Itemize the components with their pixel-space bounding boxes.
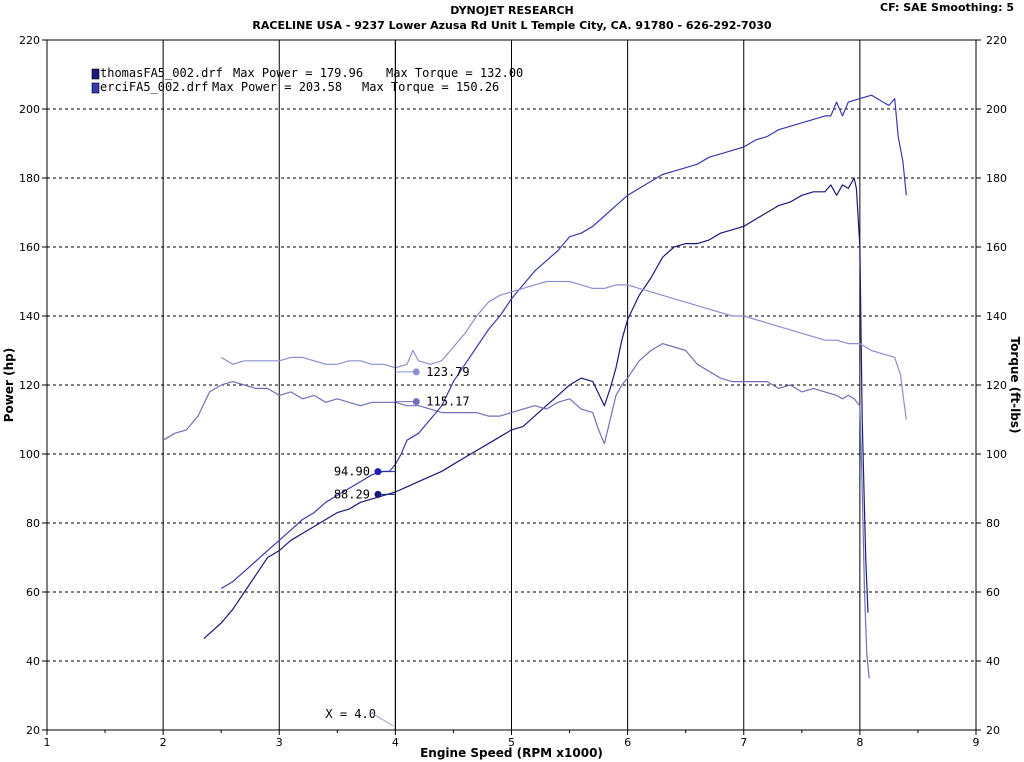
y2-tick-label: 80 bbox=[986, 517, 1000, 530]
y-tick-label: 100 bbox=[19, 448, 40, 461]
readout-marker bbox=[374, 468, 382, 476]
y-tick-label: 20 bbox=[26, 724, 40, 737]
series-lines bbox=[162, 94, 907, 679]
x-axis-label: Engine Speed (RPM x1000) bbox=[420, 746, 603, 760]
x-tick-label: 6 bbox=[624, 736, 631, 749]
y2-tick-label: 60 bbox=[986, 586, 1000, 599]
y-axis-label: Power (hp) bbox=[2, 348, 16, 422]
series-line-2 bbox=[162, 343, 870, 679]
cursor-label: X = 4.0 bbox=[325, 707, 376, 721]
legend-max-power: Max Power = 203.58 bbox=[212, 80, 342, 94]
y2-tick-label: 160 bbox=[986, 241, 1007, 254]
y-tick-label: 80 bbox=[26, 517, 40, 530]
legend: thomasFA5_002.drf Max Power = 179.96 Max T… bbox=[91, 66, 523, 94]
chart-subtitle: RACELINE USA - 9237 Lower Azusa Rd Unit … bbox=[252, 19, 772, 32]
y-tick-label: 180 bbox=[19, 172, 40, 185]
series-line-4 bbox=[220, 280, 907, 420]
legend-swatch bbox=[91, 68, 100, 80]
y-tick-label: 220 bbox=[19, 34, 40, 47]
y-tick-label: 120 bbox=[19, 379, 40, 392]
legend-file-name: thomasFA5_002.drf bbox=[100, 66, 223, 80]
y-tick-label: 200 bbox=[19, 103, 40, 116]
readout-value: 123.79 bbox=[426, 365, 469, 379]
x-tick-label: 4 bbox=[392, 736, 399, 749]
y2-tick-label: 220 bbox=[986, 34, 1007, 47]
readout-value: 115.17 bbox=[426, 395, 469, 409]
legend-swatch bbox=[91, 82, 100, 94]
series-line-3 bbox=[220, 94, 907, 590]
series-line-1 bbox=[203, 177, 869, 640]
y2-tick-label: 180 bbox=[986, 172, 1007, 185]
chart-title: DYNOJET RESEARCH bbox=[450, 4, 574, 17]
cursor-label-leader bbox=[371, 712, 394, 727]
x-tick-label: 8 bbox=[856, 736, 863, 749]
grid-lines bbox=[47, 40, 976, 730]
y2-tick-label: 120 bbox=[986, 379, 1007, 392]
y2-axis-label: Torque (ft-lbs) bbox=[1008, 337, 1022, 434]
cursor-group: X = 4.0 123.79 115.17 94.90 88.29 bbox=[325, 40, 470, 730]
legend-max-torque: Max Torque = 150.26 bbox=[362, 80, 499, 94]
y-tick-label: 160 bbox=[19, 241, 40, 254]
y2-tick-label: 140 bbox=[986, 310, 1007, 323]
y2-tick-label: 40 bbox=[986, 655, 1000, 668]
x-tick-label: 9 bbox=[973, 736, 980, 749]
x-tick-label: 3 bbox=[276, 736, 283, 749]
y2-tick-label: 20 bbox=[986, 724, 1000, 737]
legend-max-torque: Max Torque = 132.00 bbox=[386, 66, 523, 80]
y2-tick-label: 200 bbox=[986, 103, 1007, 116]
readout-marker bbox=[412, 398, 420, 406]
axis-ticks: 1 2 3 4 5 6 7 8 9 20 40 60 80 100 120 140 160 180 200 220 20… bbox=[19, 34, 1007, 749]
x-tick-label: 5 bbox=[508, 736, 515, 749]
y-tick-label: 40 bbox=[26, 655, 40, 668]
x-tick-label: 1 bbox=[44, 736, 51, 749]
cf-smoothing-info: CF: SAE Smoothing: 5 bbox=[880, 1, 1014, 14]
legend-file-name: erciFA5_002.drf bbox=[100, 80, 208, 94]
x-tick-label: 2 bbox=[160, 736, 167, 749]
readout-value: 88.29 bbox=[334, 487, 370, 501]
y2-tick-label: 100 bbox=[986, 448, 1007, 461]
y-tick-label: 140 bbox=[19, 310, 40, 323]
x-tick-label: 7 bbox=[740, 736, 747, 749]
legend-max-power: Max Power = 179.96 bbox=[233, 66, 363, 80]
y-tick-label: 60 bbox=[26, 586, 40, 599]
readout-marker bbox=[374, 490, 382, 498]
readout-value: 94.90 bbox=[334, 465, 370, 479]
readout-marker bbox=[412, 368, 420, 376]
